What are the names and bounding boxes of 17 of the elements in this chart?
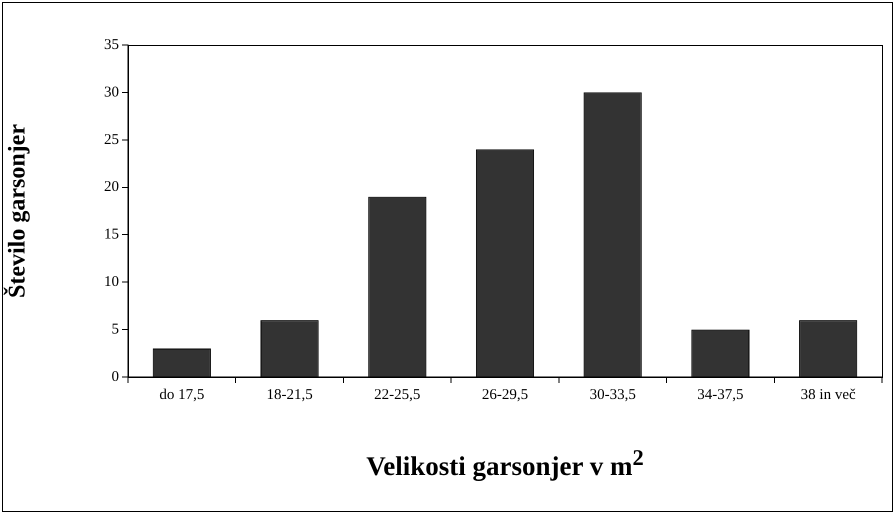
x-tick-label: 18-21,5 xyxy=(266,386,313,403)
y-tick-label: 20 xyxy=(104,179,119,196)
y-tick-label: 30 xyxy=(104,84,119,100)
y-tick-label: 15 xyxy=(104,226,119,243)
x-tick-label: 22-25,5 xyxy=(374,386,420,403)
y-tick-label: 10 xyxy=(104,274,119,290)
y-tick-label: 0 xyxy=(112,368,119,385)
x-tick-label: 30-33,5 xyxy=(590,386,636,403)
x-tick-label: 26-29,5 xyxy=(482,386,528,403)
x-axis-title: Velikosti garsonjer v m$^{2}$ xyxy=(365,445,645,482)
y-tick-label: 25 xyxy=(104,132,119,148)
x-tick-label: 34-37,5 xyxy=(697,386,744,403)
x-tick-label: 38 in več xyxy=(800,386,856,403)
y-axis-title: Število garsonjer xyxy=(4,124,31,298)
y-tick-label: 5 xyxy=(112,322,119,338)
x-tick-label: do 17,5 xyxy=(159,386,204,403)
y-tick-label: 35 xyxy=(104,36,119,53)
